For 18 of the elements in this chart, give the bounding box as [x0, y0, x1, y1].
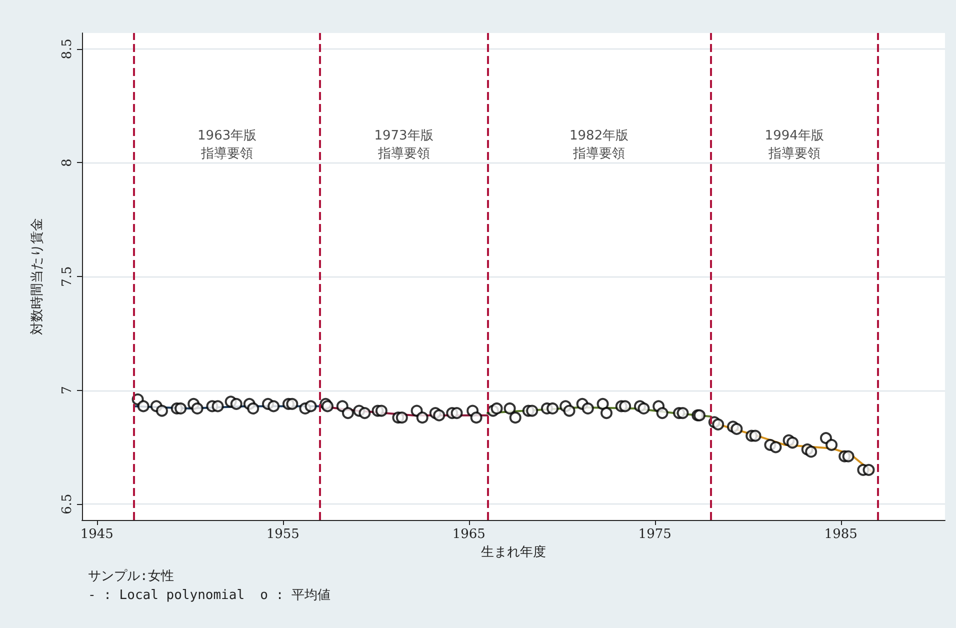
x-tick-label: 1945 — [80, 527, 114, 542]
annotation: 1982年版指導要領 — [570, 128, 629, 162]
y-tick-label: 6.5 — [60, 494, 75, 514]
annotation: 1973年版指導要領 — [374, 128, 434, 162]
y-axis-title: 対数時間当たり賃金 — [29, 218, 45, 335]
x-tick-label: 1965 — [452, 527, 486, 542]
text: - : Local polynomial o : 平均値 — [88, 588, 330, 603]
annotation: 1963年版指導要領 — [198, 128, 257, 162]
y-tick-label: 7 — [60, 386, 75, 394]
y-tick-label: 8 — [60, 158, 75, 167]
x-tick-label: 1975 — [638, 527, 672, 542]
x-axis-title: 生まれ年度 — [481, 544, 546, 560]
y-tick-label: 7.5 — [60, 266, 75, 287]
x-tick-label: 1955 — [266, 527, 300, 542]
annotation: 1994年版指導要領 — [764, 128, 824, 162]
text: サンプル:女性 — [88, 569, 174, 584]
y-tick-label: 8.5 — [60, 38, 75, 60]
x-tick-label: 1985 — [824, 527, 858, 542]
